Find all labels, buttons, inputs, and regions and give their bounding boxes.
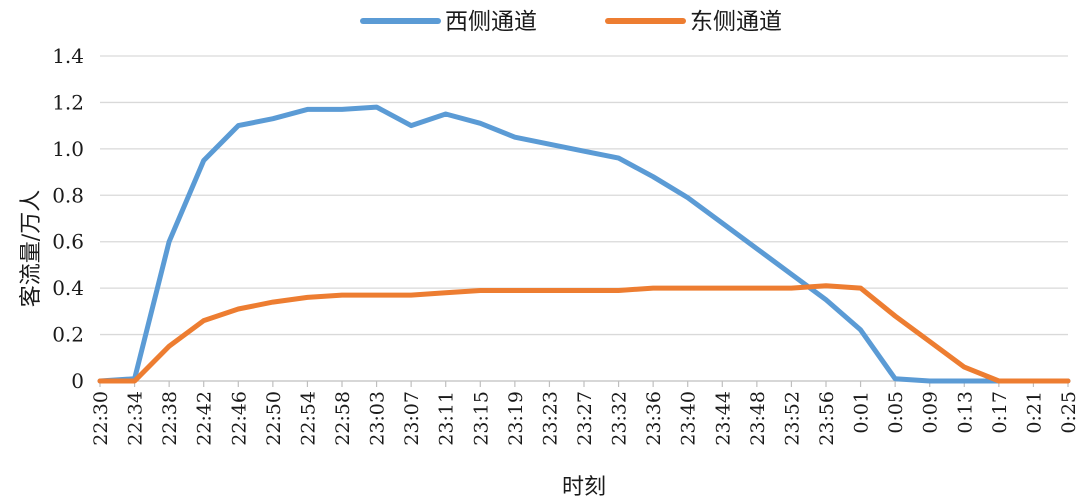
x-tick-label: 22:50 [263,391,285,446]
y-tick-label: 0.4 [52,276,84,300]
x-tick-label: 22:30 [90,391,112,446]
x-tick-label: 0:21 [1023,391,1045,434]
x-tick-label: 23:07 [401,391,423,446]
y-tick-label: 1.0 [52,137,84,161]
x-tick-label: 23:15 [470,391,492,446]
x-tick-label: 22:42 [194,391,216,446]
x-tick-label: 0:09 [920,391,942,434]
y-tick-label: 1.4 [52,44,84,68]
x-tick-label: 23:40 [678,391,700,446]
x-tick-label: 22:46 [228,391,250,446]
x-tick-label: 23:19 [505,391,527,446]
x-tick-label: 0:25 [1058,391,1080,434]
x-tick-label: 23:56 [816,391,838,446]
x-tick-label: 22:54 [297,391,319,446]
x-tick-label: 23:36 [643,391,665,446]
x-tick-label: 23:32 [609,391,631,446]
x-tick-label: 0:05 [885,391,907,434]
series-line-1 [97,283,1071,384]
x-tick-label: 23:23 [539,391,561,446]
x-tick-label: 23:11 [436,391,458,446]
y-tick-label: 0 [71,369,84,393]
y-axis-title: 客流量/万人 [19,190,44,307]
x-tick-label: 23:48 [747,391,769,446]
series-layer [97,104,1071,384]
series-line-0 [97,104,1071,384]
x-tick-label: 0:01 [851,391,873,434]
y-axis-ticks: 0 0.2 0.4 0.6 0.8 1.0 1.2 1.4 [52,44,84,393]
x-tick-label: 0:17 [989,391,1011,434]
legend: 西侧通道 东侧通道 [360,9,782,35]
x-tick-label: 23:44 [712,391,734,446]
y-tick-label: 0.8 [52,183,84,207]
x-tick-label: 22:38 [159,391,181,446]
y-tick-label: 1.2 [52,90,84,114]
y-tick-label: 0.2 [52,323,84,347]
legend-label-1: 东侧通道 [690,9,782,35]
x-tick-label: 23:52 [781,391,803,446]
legend-label-0: 西侧通道 [445,9,537,35]
x-tick-label: 22:34 [125,391,147,446]
x-axis-ticks: 22:30 22:34 22:38 22:42 22:46 22:50 22:54 22:58… [90,381,1080,446]
x-tick-label: 0:13 [954,391,976,434]
x-axis-title: 时刻 [562,475,606,500]
x-tick-label: 22:58 [332,391,354,446]
y-tick-label: 0.6 [52,230,84,254]
x-tick-label: 23:27 [574,391,596,446]
x-tick-label: 23:03 [367,391,389,446]
